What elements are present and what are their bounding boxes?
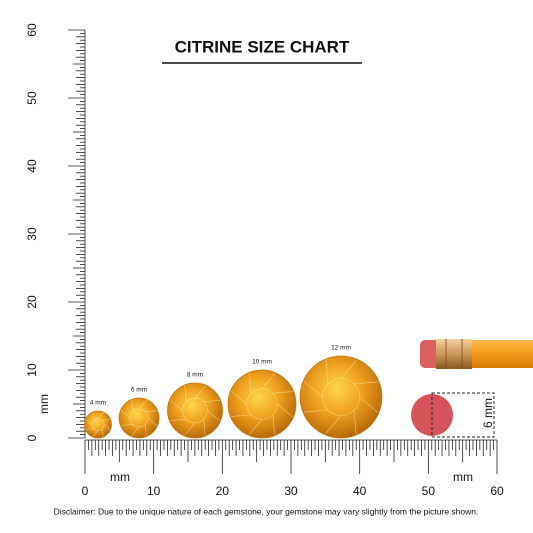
- ruler-label: 40: [25, 159, 39, 173]
- reference-label: 6 mm: [481, 398, 495, 428]
- facet: [231, 414, 252, 417]
- ruler-label: 0: [25, 434, 39, 441]
- gem-label: 6 mm: [131, 387, 147, 394]
- ruler-label: 30: [284, 484, 298, 498]
- facet: [325, 415, 342, 435]
- gemstone: [167, 382, 223, 439]
- table-facet: [182, 397, 208, 424]
- facet: [248, 419, 263, 435]
- facet: [101, 428, 104, 437]
- facet: [354, 381, 379, 385]
- reference-disc: [411, 392, 495, 438]
- facet: [249, 373, 252, 394]
- facet: [325, 359, 329, 384]
- facet: [303, 409, 328, 413]
- facet: [120, 424, 133, 426]
- title: CITRINE SIZE CHART: [175, 37, 350, 56]
- facet: [272, 414, 275, 435]
- facet: [145, 410, 158, 412]
- facet: [131, 426, 140, 437]
- table-facet: [91, 418, 105, 431]
- gemstones: 4 mm 6 mm 8 mm 10 mm 12 mm: [84, 345, 383, 439]
- facet: [272, 391, 293, 394]
- facet: [131, 399, 133, 412]
- facet: [359, 396, 379, 413]
- horizontal-ruler: 0 10 20 30 40 50 60 mm mm: [82, 439, 504, 498]
- unit-label: mm: [453, 470, 473, 484]
- gem-label: 10 mm: [252, 359, 272, 366]
- facet: [203, 419, 206, 436]
- facet: [353, 410, 357, 435]
- facet: [92, 430, 99, 437]
- gemstone: [299, 355, 383, 439]
- ruler-label: 20: [216, 484, 230, 498]
- facet: [277, 403, 293, 418]
- facet: [92, 412, 95, 421]
- facet: [120, 410, 131, 419]
- gemstone: [227, 369, 297, 439]
- gem-label: 8 mm: [187, 372, 203, 379]
- ruler-label: 40: [353, 484, 367, 498]
- gemstone: [84, 410, 112, 439]
- facet: [147, 417, 158, 426]
- ruler-label: 50: [422, 484, 436, 498]
- facet: [303, 381, 323, 398]
- facet: [340, 359, 357, 379]
- facet: [184, 422, 196, 436]
- facet: [138, 399, 147, 410]
- ruler-label: 10: [25, 363, 39, 377]
- ruler-label: 60: [25, 23, 39, 37]
- disclaimer: Disclaimer: Due to the unique nature of …: [54, 506, 479, 516]
- gemstone: [118, 397, 160, 439]
- pencil: [420, 339, 533, 369]
- ruler-label: 0: [82, 484, 89, 498]
- ruler-label: 10: [147, 484, 161, 498]
- facet: [103, 424, 111, 430]
- facet: [145, 424, 147, 437]
- gem-label: 4 mm: [90, 400, 106, 407]
- table-facet: [322, 378, 360, 416]
- ruler-label: 20: [25, 295, 39, 309]
- ruler-label: 30: [25, 227, 39, 241]
- gem-label: 12 mm: [331, 345, 351, 352]
- facet: [85, 419, 93, 425]
- facet: [231, 390, 247, 405]
- facet: [203, 400, 221, 403]
- facet: [194, 385, 206, 399]
- facet: [97, 412, 104, 419]
- facet: [85, 428, 94, 430]
- vertical-ruler: 0 10 20 30 40 50 60 mm: [25, 23, 86, 441]
- facet: [102, 419, 111, 421]
- table-facet: [246, 388, 278, 420]
- facet: [184, 385, 187, 402]
- ruler-label: 50: [25, 91, 39, 105]
- facet: [261, 373, 276, 389]
- facet: [169, 399, 183, 411]
- facet: [169, 418, 187, 421]
- table-facet: [129, 408, 149, 428]
- unit-label: mm: [37, 394, 51, 414]
- ruler-label: 60: [490, 484, 504, 498]
- facet: [207, 410, 221, 422]
- unit-label: mm: [110, 470, 130, 484]
